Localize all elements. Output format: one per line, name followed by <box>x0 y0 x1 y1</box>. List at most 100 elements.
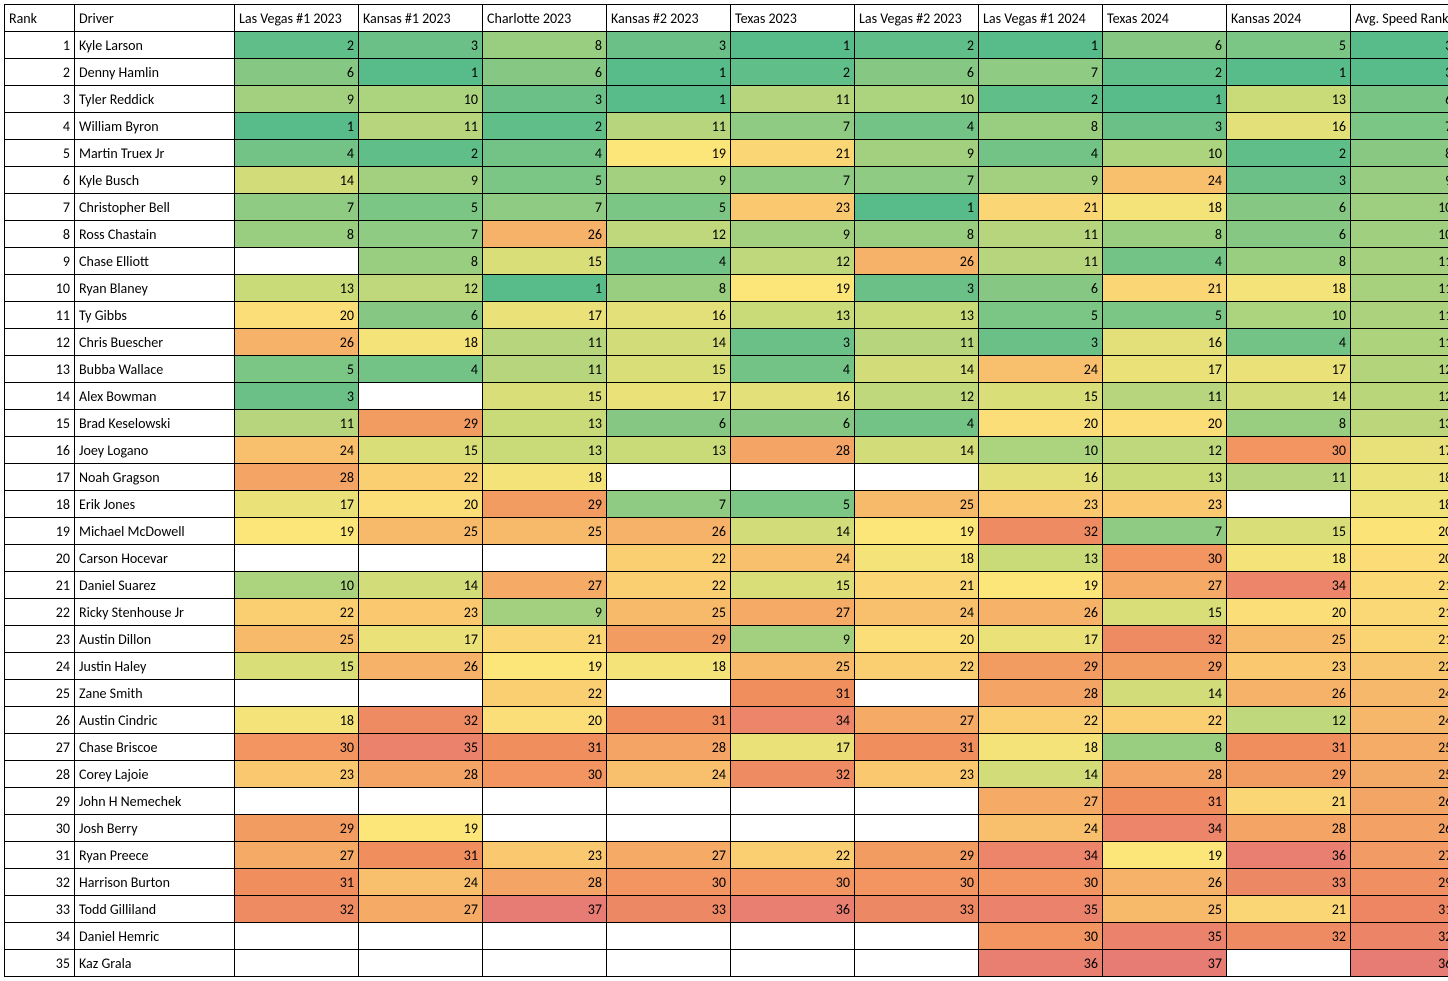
value-cell: 27 <box>483 572 607 599</box>
value-cell: 14 <box>855 356 979 383</box>
value-cell: 26 <box>359 653 483 680</box>
driver-cell: Harrison Burton <box>75 869 235 896</box>
avg-cell: 3.56 <box>1351 59 1448 86</box>
avg-cell: 32.33 <box>1351 923 1448 950</box>
driver-cell: Bubba Wallace <box>75 356 235 383</box>
value-cell: 12 <box>607 221 731 248</box>
value-cell: 6 <box>731 410 855 437</box>
value-cell: 29 <box>235 815 359 842</box>
value-cell: 31 <box>855 734 979 761</box>
value-cell: 28 <box>731 437 855 464</box>
value-cell: 35 <box>979 896 1103 923</box>
value-cell: 29 <box>359 410 483 437</box>
driver-cell: Noah Gragson <box>75 464 235 491</box>
value-cell: 16 <box>1103 329 1227 356</box>
value-cell: 16 <box>731 383 855 410</box>
value-cell: 33 <box>1227 869 1351 896</box>
driver-cell: Austin Cindric <box>75 707 235 734</box>
value-cell: 11 <box>607 113 731 140</box>
value-cell: 12 <box>855 383 979 410</box>
value-cell: 3 <box>1103 113 1227 140</box>
table-row: 4William Byron1112117483167.00 <box>5 113 1448 140</box>
value-cell: 25 <box>483 518 607 545</box>
value-cell: 15 <box>483 383 607 410</box>
driver-cell: Kyle Larson <box>75 32 235 59</box>
value-cell: 5 <box>979 302 1103 329</box>
value-cell: 14 <box>607 329 731 356</box>
value-cell: 13 <box>483 410 607 437</box>
value-cell: 29 <box>483 491 607 518</box>
value-cell: 1 <box>731 32 855 59</box>
value-cell: 13 <box>607 437 731 464</box>
value-cell: 25 <box>731 653 855 680</box>
value-cell <box>359 545 483 572</box>
avg-cell: 29.11 <box>1351 869 1448 896</box>
value-cell <box>235 680 359 707</box>
value-cell: 2 <box>483 113 607 140</box>
table-row: 9Chase Elliott81541226114811.00 <box>5 248 1448 275</box>
value-cell: 13 <box>483 437 607 464</box>
driver-cell: Christopher Bell <box>75 194 235 221</box>
value-cell: 34 <box>1227 572 1351 599</box>
value-cell: 3 <box>607 32 731 59</box>
column-header: Las Vegas #1 2024 <box>979 5 1103 32</box>
value-cell: 19 <box>607 140 731 167</box>
value-cell: 22 <box>359 464 483 491</box>
value-cell: 8 <box>1227 248 1351 275</box>
value-cell: 34 <box>979 842 1103 869</box>
value-cell: 3 <box>235 383 359 410</box>
driver-cell: Chris Buescher <box>75 329 235 356</box>
value-cell: 15 <box>1103 599 1227 626</box>
driver-cell: Denny Hamlin <box>75 59 235 86</box>
value-cell: 8 <box>483 32 607 59</box>
value-cell <box>855 788 979 815</box>
avg-cell: 27.56 <box>1351 842 1448 869</box>
value-cell: 1 <box>607 59 731 86</box>
value-cell: 13 <box>235 275 359 302</box>
rank-cell: 8 <box>5 221 75 248</box>
value-cell: 10 <box>979 437 1103 464</box>
value-cell: 11 <box>483 329 607 356</box>
value-cell: 5 <box>731 491 855 518</box>
value-cell <box>855 950 979 977</box>
value-cell: 15 <box>359 437 483 464</box>
avg-cell: 7.00 <box>1351 113 1448 140</box>
value-cell: 6 <box>359 302 483 329</box>
value-cell: 29 <box>1227 761 1351 788</box>
value-cell: 14 <box>359 572 483 599</box>
avg-cell: 8.33 <box>1351 140 1448 167</box>
value-cell: 34 <box>731 707 855 734</box>
rank-cell: 18 <box>5 491 75 518</box>
value-cell: 30 <box>483 761 607 788</box>
value-cell: 14 <box>979 761 1103 788</box>
value-cell: 11 <box>1227 464 1351 491</box>
value-cell: 22 <box>607 572 731 599</box>
avg-cell: 13.00 <box>1351 410 1448 437</box>
table-row: 20Carson Hocevar22241813301820.83 <box>5 545 1448 572</box>
value-cell: 11 <box>979 248 1103 275</box>
value-cell: 20 <box>1227 599 1351 626</box>
table-row: 8Ross Chastain87261298118610.56 <box>5 221 1448 248</box>
value-cell: 19 <box>483 653 607 680</box>
value-cell: 2 <box>1103 59 1227 86</box>
table-row: 11Ty Gibbs20617161313551011.67 <box>5 302 1448 329</box>
table-row: 15Brad Keselowski1129136642020813.00 <box>5 410 1448 437</box>
value-cell: 4 <box>359 356 483 383</box>
avg-cell: 12.88 <box>1351 383 1448 410</box>
value-cell: 9 <box>359 167 483 194</box>
column-header: Kansas #1 2023 <box>359 5 483 32</box>
value-cell <box>359 788 483 815</box>
value-cell: 19 <box>979 572 1103 599</box>
value-cell: 26 <box>1227 680 1351 707</box>
value-cell: 1 <box>979 32 1103 59</box>
value-cell: 21 <box>731 140 855 167</box>
value-cell: 25 <box>607 599 731 626</box>
avg-cell: 20.22 <box>1351 518 1448 545</box>
avg-cell: 26.80 <box>1351 815 1448 842</box>
column-header: Driver <box>75 5 235 32</box>
value-cell: 20 <box>359 491 483 518</box>
value-cell <box>607 923 731 950</box>
value-cell: 27 <box>731 599 855 626</box>
table-row: 3Tyler Reddick91031111021136.67 <box>5 86 1448 113</box>
value-cell <box>483 923 607 950</box>
